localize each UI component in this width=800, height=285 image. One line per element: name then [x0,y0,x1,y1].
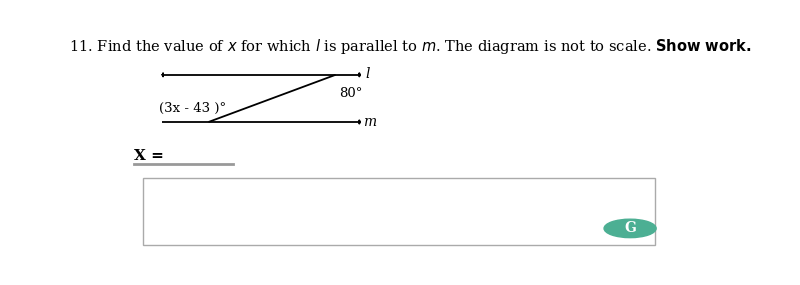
Text: 80°: 80° [338,87,362,100]
Text: (3x - 43 )°: (3x - 43 )° [159,102,226,115]
Text: m: m [363,115,377,129]
Bar [143,178,655,245]
Text: 11. Find the value of $x$ for which $l$ is parallel to $m$. The diagram is not t: 11. Find the value of $x$ for which $l$ … [69,38,751,56]
Text: G: G [624,221,636,235]
Text: X =: X = [134,148,164,162]
Text: l: l [366,67,370,81]
Circle shape [604,219,656,238]
